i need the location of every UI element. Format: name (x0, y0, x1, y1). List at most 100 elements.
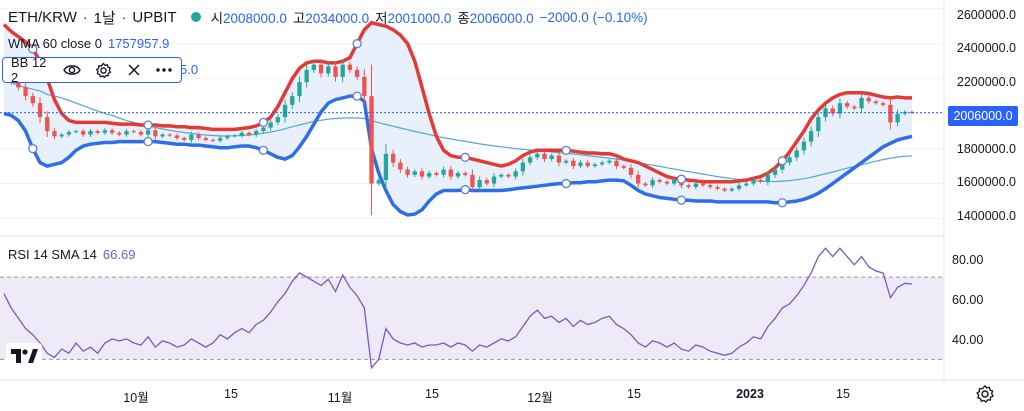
symbol-name[interactable]: ETH/KRW (8, 8, 77, 26)
candle-body (362, 76, 367, 97)
drawing-node[interactable] (777, 156, 787, 166)
drawing-node[interactable] (352, 39, 362, 49)
drawing-node[interactable] (676, 174, 687, 184)
drawing-node[interactable] (561, 178, 571, 189)
candle (499, 173, 504, 179)
candle (650, 177, 655, 189)
candle (563, 159, 569, 165)
candle (643, 181, 648, 187)
market-status-icon[interactable] (190, 12, 201, 22)
wma-legend[interactable]: WMA 60 close 0 1757957.9 (8, 36, 169, 51)
candle-body (102, 130, 108, 133)
low-label: 저 (375, 11, 388, 26)
rsi-label[interactable]: RSI 14 SMA 14 (8, 247, 97, 262)
candle (657, 178, 662, 184)
candle (153, 127, 158, 140)
symbol-legend[interactable]: ETH/KRW · 1날 · UPBIT 시2008000.0 고2034000… (8, 6, 654, 28)
candle-body (628, 167, 634, 175)
candle (549, 153, 554, 162)
candle (751, 177, 756, 186)
candle-body (599, 162, 605, 165)
candle-body (758, 180, 763, 182)
candle (81, 128, 86, 137)
candle (340, 59, 345, 83)
exchange-label[interactable]: UPBIT (132, 8, 177, 26)
price-tick: 1800000.0 (956, 142, 1016, 156)
candle (347, 61, 353, 73)
candle-body (275, 117, 281, 123)
candle-body (52, 131, 57, 137)
more-icon[interactable] (155, 61, 173, 79)
candle (383, 143, 389, 191)
drawing-node[interactable] (460, 152, 470, 162)
candle-body (484, 180, 489, 184)
wma-label[interactable]: WMA 60 close 0 (8, 36, 102, 51)
rsi-tick: 60.00 (952, 293, 984, 307)
drawing-node[interactable] (258, 117, 269, 128)
candle-body (290, 96, 295, 105)
candle (506, 173, 511, 179)
drawing-node[interactable] (777, 198, 787, 208)
candle (816, 111, 821, 138)
candle-body (844, 103, 850, 107)
candle (837, 98, 843, 119)
settings-icon[interactable] (95, 61, 112, 79)
candle (708, 183, 713, 189)
candle (326, 62, 331, 77)
candle-body (246, 132, 252, 135)
candle-body (513, 171, 518, 177)
candle (23, 83, 28, 101)
candle-body (693, 183, 698, 188)
current-price-badge: 2006000.0 (948, 106, 1018, 126)
candle-body (254, 131, 259, 135)
candle (873, 99, 879, 105)
candle-body (794, 150, 799, 158)
candle-body (535, 153, 540, 158)
bollinger-drawing-nodes (28, 39, 787, 208)
eye-icon[interactable] (63, 61, 81, 79)
candle (246, 131, 252, 137)
close-label: 종 (457, 11, 470, 26)
interval-label[interactable]: 1날 (93, 9, 116, 27)
drawing-node[interactable] (561, 145, 571, 155)
candle-body (635, 174, 641, 184)
candle-body (816, 117, 821, 132)
drawing-node[interactable] (258, 145, 269, 155)
bb-legend[interactable]: BB 12 2 (2, 55, 182, 85)
candle-body (282, 104, 288, 118)
candle (801, 137, 807, 155)
drawing-node[interactable] (143, 136, 153, 147)
candle-body (542, 153, 547, 160)
drawing-node[interactable] (28, 44, 38, 54)
drawing-node[interactable] (28, 143, 38, 154)
candle (282, 99, 288, 123)
rsi-legend[interactable]: RSI 14 SMA 14 66.69 (8, 247, 135, 262)
candle-body (672, 180, 677, 184)
price-tick: 2200000.0 (956, 75, 1016, 89)
candle-body (340, 64, 345, 77)
candle-body (765, 174, 771, 182)
candle (73, 129, 79, 134)
drawing-node[interactable] (143, 120, 153, 130)
candle-body (124, 131, 129, 135)
drawing-node[interactable] (352, 91, 362, 101)
candle-body (607, 160, 612, 163)
drawing-node[interactable] (460, 185, 470, 195)
candle (290, 92, 295, 109)
candle-body (708, 185, 713, 188)
candle-body (390, 153, 396, 163)
drawing-node[interactable] (676, 195, 687, 205)
candle-body (203, 138, 208, 140)
candle (109, 128, 115, 135)
candle (225, 134, 230, 140)
candle-body (412, 171, 417, 175)
bb-label[interactable]: BB 12 2 (11, 55, 47, 85)
candle-body (520, 162, 526, 172)
chart-settings-gear-icon[interactable] (975, 384, 995, 404)
close-icon[interactable] (126, 61, 141, 79)
candle (160, 132, 165, 139)
candle (318, 60, 324, 78)
tradingview-logo-icon[interactable] (6, 343, 42, 369)
candle (232, 134, 237, 138)
